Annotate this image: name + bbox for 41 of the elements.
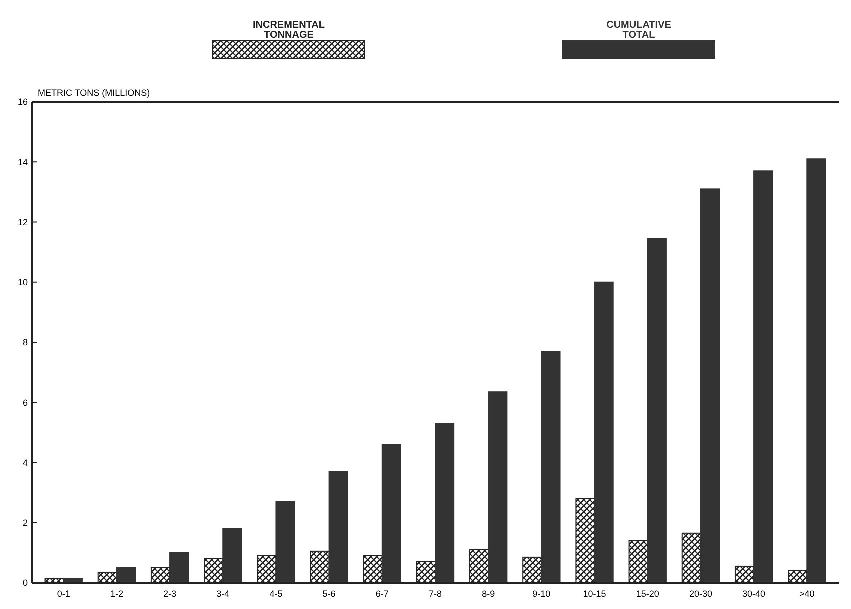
- x-tick-label: 20-30: [689, 589, 712, 599]
- y-tick-label: 2: [22, 518, 28, 528]
- y-tick-label: 8: [22, 338, 28, 348]
- x-tick-label: 3-4: [216, 589, 230, 599]
- x-tick-label: 6-7: [376, 589, 389, 599]
- y-tick-label: 14: [18, 157, 28, 168]
- bar: [488, 392, 508, 584]
- bar: [170, 552, 190, 584]
- bar: [647, 238, 667, 584]
- bar: [594, 282, 614, 584]
- x-tick-label: 30-40: [742, 589, 766, 599]
- x-tick-label: 2-3: [164, 589, 177, 599]
- x-tick-label: 4-5: [270, 589, 283, 599]
- bar: [222, 528, 242, 584]
- y-tick-label: 6: [22, 398, 28, 408]
- y-tick-label: 0: [22, 578, 28, 588]
- bar: [700, 188, 720, 584]
- text: INCREMENTAL TONNAGE: [252, 20, 326, 41]
- bar: [754, 170, 774, 584]
- bar: [276, 501, 296, 584]
- x-tick-label: 8-9: [482, 589, 496, 599]
- text: CUMULATIVE TOTAL: [606, 20, 672, 41]
- x-tick-label: 9-10: [532, 589, 551, 599]
- bar: [382, 444, 402, 584]
- y-tick-label: 4: [22, 458, 28, 468]
- x-tick-label: 0-1: [57, 589, 70, 599]
- bar: [116, 567, 136, 584]
- bar: [541, 351, 561, 584]
- bar: [806, 158, 826, 584]
- y-axis-title: METRIC TONS (MILLIONS): [38, 88, 150, 98]
- bar: [328, 471, 348, 584]
- y-tick-label: 10: [18, 278, 28, 288]
- x-tick-label: 15-20: [636, 589, 660, 599]
- x-tick-label: 7-8: [428, 589, 442, 599]
- y-tick-label: 16: [18, 97, 28, 108]
- y-tick-label: 12: [18, 217, 28, 228]
- bar: [435, 423, 455, 584]
- x-tick-label: 5-6: [322, 589, 336, 599]
- x-tick-label: 10-15: [583, 589, 606, 599]
- x-tick-label: >40: [800, 589, 815, 599]
- x-tick-label: 1-2: [110, 589, 124, 599]
